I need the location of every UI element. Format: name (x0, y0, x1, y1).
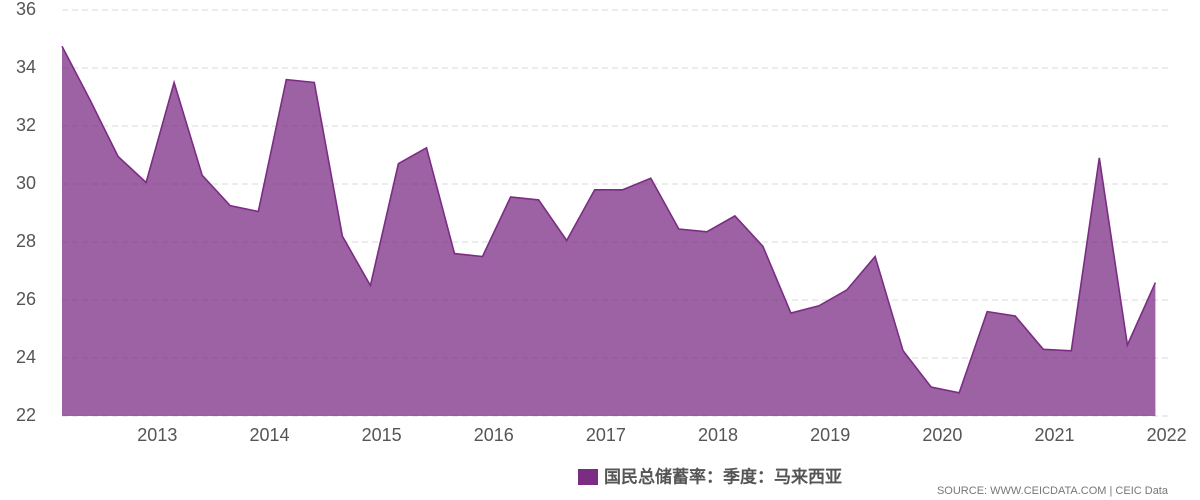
x-tick-label: 2015 (362, 425, 402, 445)
x-tick-label: 2021 (1034, 425, 1074, 445)
area (62, 46, 1156, 417)
x-tick-label: 2020 (922, 425, 962, 445)
y-tick-label: 28 (16, 231, 36, 251)
y-tick-label: 32 (16, 115, 36, 135)
x-tick-label: 2019 (810, 425, 850, 445)
y-tick-label: 24 (16, 347, 36, 367)
x-tick-label: 2014 (249, 425, 289, 445)
x-tick-label: 2022 (1147, 425, 1187, 445)
y-tick-label: 34 (16, 57, 36, 77)
x-tick-label: 2017 (586, 425, 626, 445)
y-tick-label: 26 (16, 289, 36, 309)
x-tick-label: 2018 (698, 425, 738, 445)
y-tick-label: 22 (16, 405, 36, 425)
x-tick-label: 2013 (137, 425, 177, 445)
y-tick-label: 30 (16, 173, 36, 193)
legend-label: 国民总储蓄率：季度：马来西亚 (604, 466, 842, 486)
x-tick-label: 2016 (474, 425, 514, 445)
source: SOURCE: WWW.CEICDATA.COM | CEIC Data (937, 485, 1169, 497)
axis-labels: 22 24 26 28 30 32 34 36 2013 2014 2015 2016 2017 2018… (16, 0, 1187, 445)
plot-area (61, 45, 1157, 417)
legend-swatch (578, 469, 598, 485)
line (61, 45, 1157, 394)
y-tick-label: 36 (16, 0, 36, 19)
